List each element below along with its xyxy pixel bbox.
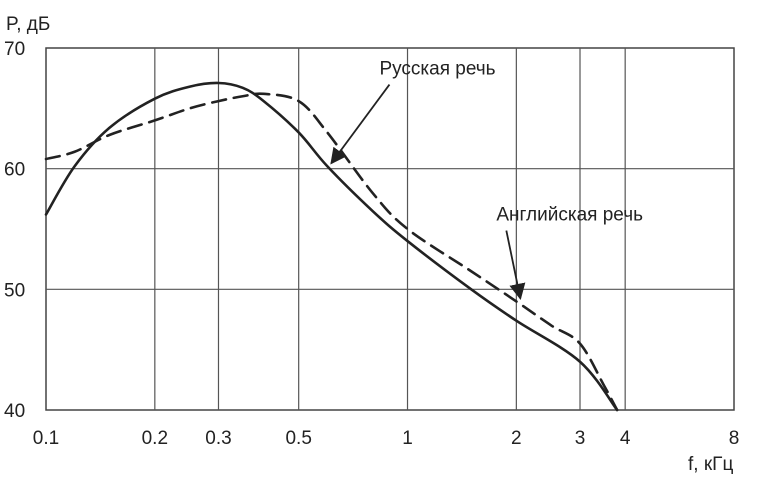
x-tick-labels: 0.1 0.2 0.3 0.5 1 2 3 4 8 (33, 428, 740, 449)
x-tick-label: 4 (620, 428, 631, 449)
x-axis-title: f, кГц (688, 454, 733, 475)
y-tick-label: 50 (4, 280, 25, 301)
x-tick-label: 0.5 (285, 428, 311, 449)
annotation-english-arrow (505, 230, 526, 300)
annotation-russian-arrow (330, 84, 391, 165)
y-tick-labels: 40 50 60 70 (4, 39, 25, 422)
annotation-english-label: Английская речь (496, 205, 643, 226)
series-line-russian (44, 81, 619, 412)
x-tick-label: 2 (511, 428, 522, 449)
y-axis-title: P, дБ (6, 14, 50, 35)
y-tick-label: 40 (4, 401, 25, 422)
annotation-layer: Русская речь Английская речь (330, 59, 643, 300)
x-tick-label: 1 (402, 428, 413, 449)
x-tick-label: 0.1 (33, 428, 59, 449)
y-tick-label: 70 (4, 39, 25, 60)
y-tick-label: 60 (4, 160, 25, 181)
series-layer (44, 81, 619, 412)
annotation-russian-label: Русская речь (379, 59, 495, 80)
plot-area (45, 47, 735, 411)
x-tick-label: 0.3 (205, 428, 231, 449)
series-line-english (44, 92, 619, 412)
grid (46, 48, 734, 410)
x-tick-label: 0.2 (142, 428, 168, 449)
x-tick-label: 8 (729, 428, 740, 449)
x-tick-label: 3 (575, 428, 586, 449)
